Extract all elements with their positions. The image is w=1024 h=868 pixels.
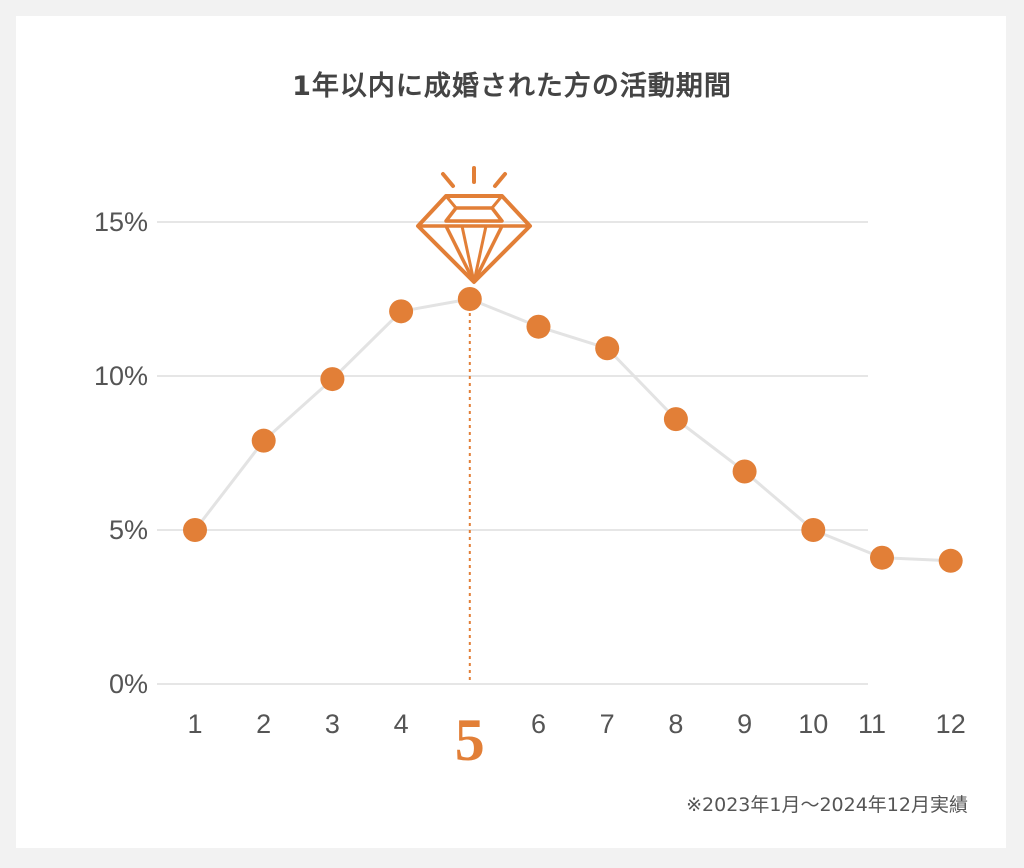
data-point-1 — [183, 518, 207, 542]
x-tick-label: 4 — [394, 709, 409, 739]
y-tick-label: 10% — [94, 361, 148, 391]
data-point-12 — [938, 548, 963, 573]
data-point-9 — [732, 459, 757, 484]
data-point-10 — [801, 518, 826, 542]
diamond-icon — [416, 166, 532, 284]
series-line — [193, 297, 951, 563]
x-tick-label: 1 — [187, 709, 202, 739]
chart-title: 1年以内に成婚された方の活動期間 — [292, 71, 732, 102]
x-tick-label-highlight: 5 — [455, 707, 485, 773]
data-point-7 — [595, 336, 620, 361]
y-axis-ticks: 0% 5% 10% 15% — [94, 207, 148, 699]
series-polyline — [193, 297, 951, 563]
data-point-3 — [320, 367, 345, 392]
x-tick-label: 3 — [325, 709, 340, 739]
grid-lines — [157, 221, 868, 685]
footnote: ※2023年1月〜2024年12月実績 — [686, 794, 968, 816]
data-point-11 — [870, 545, 894, 570]
y-tick-label: 0% — [109, 669, 148, 699]
data-points — [183, 287, 963, 573]
x-axis-ticks: 1 2 3 4 5 6 7 8 9 10 11 12 — [187, 707, 965, 773]
data-point-8 — [663, 407, 688, 432]
y-tick-label: 15% — [94, 207, 148, 237]
x-tick-label: 11 — [858, 709, 886, 739]
chart-card — [16, 16, 1006, 848]
x-tick-label: 12 — [936, 709, 966, 739]
x-tick-label: 9 — [737, 709, 752, 739]
x-tick-label: 8 — [668, 709, 683, 739]
data-point-6 — [526, 314, 551, 339]
data-point-5 — [457, 287, 482, 311]
y-tick-label: 5% — [109, 515, 148, 545]
data-point-2 — [251, 428, 276, 453]
x-tick-label: 2 — [256, 709, 271, 739]
data-point-4 — [389, 299, 414, 324]
x-tick-label: 6 — [531, 709, 546, 739]
x-tick-label: 7 — [600, 709, 615, 739]
x-tick-label: 10 — [798, 709, 828, 739]
